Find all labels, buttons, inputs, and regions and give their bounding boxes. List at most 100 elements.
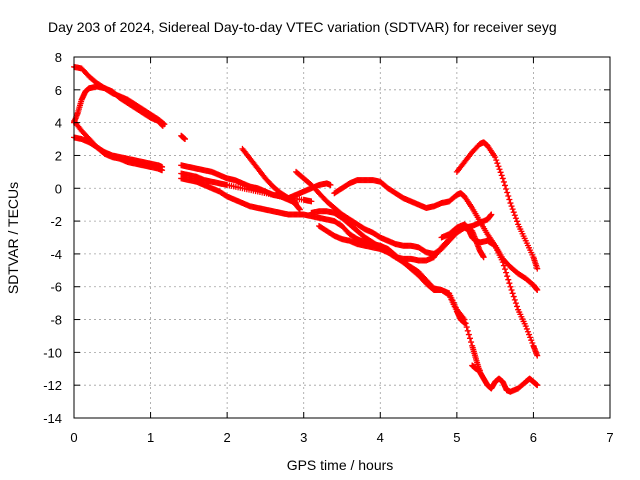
series-track-10: [285, 180, 334, 202]
data-point-marker: [508, 287, 515, 294]
y-tick-label: 8: [55, 50, 62, 65]
x-axis: 0 1 2 3 4 5 6 7: [70, 57, 614, 445]
data-point-marker: [464, 327, 471, 334]
y-tick-label: 2: [55, 148, 62, 163]
data-point-marker: [534, 382, 541, 389]
x-tick-label: 4: [377, 430, 384, 445]
data-point-marker: [327, 181, 334, 188]
data-point-marker: [526, 331, 533, 338]
y-tick-label: 6: [55, 83, 62, 98]
x-tick-label: 1: [147, 430, 154, 445]
x-tick-label: 2: [224, 430, 231, 445]
x-tick-label: 3: [300, 430, 307, 445]
data-point-marker: [504, 189, 511, 196]
data-point-marker: [308, 198, 315, 205]
x-tick-label: 0: [70, 430, 77, 445]
series-track-16: [453, 139, 541, 272]
data-point-marker: [496, 166, 503, 173]
data-point-marker: [534, 265, 541, 272]
data-point-marker: [534, 352, 541, 359]
data-point-marker: [494, 160, 501, 167]
x-tick-label: 5: [453, 430, 460, 445]
data-point-marker: [504, 273, 511, 280]
series-track-17: [438, 221, 487, 261]
y-tick-label: -14: [43, 411, 62, 426]
data-point-marker: [503, 269, 510, 276]
data-point-marker: [499, 259, 506, 266]
x-axis-label: GPS time / hours: [287, 457, 394, 473]
plot-frame: [73, 56, 611, 419]
data-point-marker: [505, 276, 512, 283]
series-track-9: [239, 145, 303, 213]
data-point-marker: [466, 335, 473, 342]
data-point-marker: [512, 215, 519, 222]
data-point-marker: [497, 169, 504, 176]
data-point-marker: [495, 163, 502, 170]
data-point-marker: [159, 122, 166, 129]
data-point-marker: [465, 331, 472, 338]
y-tick-label: 4: [55, 116, 62, 131]
y-tick-label: 0: [55, 181, 62, 196]
data-point-marker: [463, 324, 470, 331]
data-point-marker: [511, 212, 518, 219]
data-point-marker: [296, 206, 303, 213]
data-point-marker: [512, 300, 519, 307]
series-track-5: [178, 132, 189, 143]
y-axis: -14 -12 -10 -8 -6 -4 -2 0 2 4 6 8: [43, 50, 610, 426]
data-point-marker: [462, 320, 469, 327]
data-point-marker: [527, 334, 534, 341]
data-point-marker: [509, 206, 516, 213]
data-point-marker: [505, 193, 512, 200]
data-point-marker: [491, 242, 498, 249]
x-tick-label: 6: [530, 430, 537, 445]
data-point-marker: [461, 316, 468, 323]
data-point-marker: [503, 185, 510, 192]
chart-title: Day 203 of 2024, Sidereal Day-to-day VTE…: [48, 19, 557, 35]
y-axis-label: SDTVAR / TECUs: [5, 182, 21, 294]
data-point-marker: [159, 122, 166, 129]
data-point-marker: [523, 325, 530, 332]
series-track-7: [178, 170, 315, 205]
y-tick-label: -6: [50, 280, 62, 295]
data-point-marker: [159, 167, 166, 174]
data-point-marker: [498, 172, 505, 179]
data-point-marker: [514, 303, 521, 310]
data-point-marker: [476, 367, 483, 374]
series-track-18: [469, 362, 483, 374]
data-point-marker: [529, 339, 536, 346]
y-tick-label: -2: [50, 214, 62, 229]
x-tick-label: 7: [606, 430, 613, 445]
series-track-13: [316, 223, 541, 395]
data-point-marker: [499, 175, 506, 182]
series-track-4: [71, 117, 166, 174]
data-point-marker: [492, 154, 499, 161]
y-tick-label: -12: [43, 378, 62, 393]
y-tick-label: -10: [43, 345, 62, 360]
data-point-marker: [524, 328, 531, 335]
data-point-marker: [506, 196, 513, 203]
data-point-marker: [480, 254, 487, 261]
data-point-marker: [182, 136, 189, 143]
data-point-marker: [509, 290, 516, 297]
data-point-marker: [534, 287, 541, 294]
data-points: [71, 63, 541, 395]
data-point-marker: [488, 211, 495, 218]
data-point-marker: [501, 266, 508, 273]
data-point-marker: [493, 157, 500, 164]
data-point-marker: [510, 209, 517, 216]
data-point-marker: [508, 203, 515, 210]
data-point-marker: [510, 293, 517, 300]
data-point-marker: [468, 339, 475, 346]
y-tick-label: -8: [50, 313, 62, 328]
data-point-marker: [500, 262, 507, 269]
data-point-marker: [507, 283, 514, 290]
data-point-marker: [511, 296, 518, 303]
data-point-marker: [514, 218, 521, 225]
data-point-marker: [528, 337, 535, 344]
y-tick-label: -4: [50, 247, 62, 262]
data-point-marker: [522, 323, 529, 330]
data-point-marker: [506, 280, 513, 287]
data-point-marker: [500, 178, 507, 185]
data-point-marker: [501, 182, 508, 189]
